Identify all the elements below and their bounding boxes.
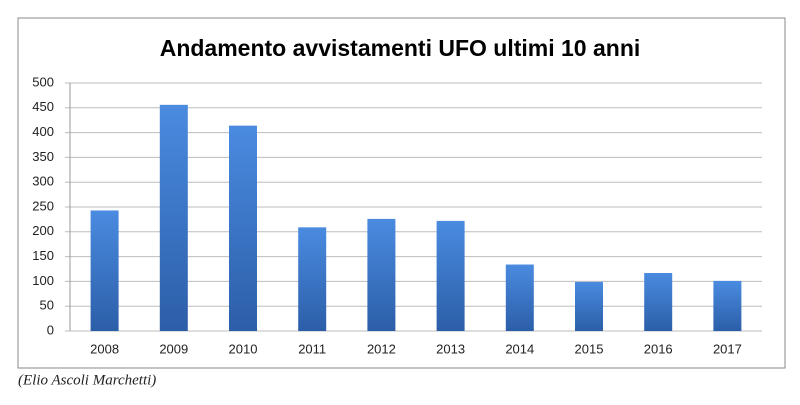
y-tick-label: 200 — [32, 223, 54, 238]
y-tick-label: 150 — [32, 248, 54, 263]
x-tick-label: 2015 — [575, 341, 604, 356]
x-tick-label: 2012 — [367, 341, 396, 356]
y-tick-label: 250 — [32, 198, 54, 213]
x-tick-label: 2011 — [298, 341, 326, 356]
y-tick-label: 50 — [40, 298, 54, 313]
y-tick-label: 100 — [32, 273, 54, 288]
bar — [298, 227, 327, 331]
bar — [229, 125, 257, 331]
caption: (Elio Ascoli Marchetti) — [18, 372, 156, 388]
bar — [575, 281, 603, 331]
bar — [367, 218, 396, 331]
y-tick-label: 500 — [32, 74, 54, 89]
x-tick-label: 2008 — [90, 341, 119, 356]
y-tick-label: 400 — [32, 124, 54, 139]
y-tick-label: 0 — [47, 322, 54, 337]
bar — [159, 104, 188, 331]
x-tick-label: 2010 — [229, 341, 258, 356]
x-tick-label: 2013 — [436, 341, 465, 356]
y-tick-label: 300 — [32, 174, 54, 189]
chart-title: Andamento avvistamenti UFO ultimi 10 ann… — [160, 35, 641, 61]
bar — [505, 264, 534, 331]
y-tick-label: 350 — [32, 149, 54, 164]
bar — [90, 210, 119, 331]
x-tick-label: 2016 — [644, 341, 673, 356]
y-tick-label: 450 — [32, 99, 54, 114]
bar — [436, 220, 465, 331]
x-tick-label: 2014 — [505, 341, 534, 356]
x-tick-label: 2009 — [159, 341, 188, 356]
bar — [713, 280, 742, 331]
bar — [644, 272, 673, 331]
x-tick-label: 2017 — [713, 341, 742, 356]
